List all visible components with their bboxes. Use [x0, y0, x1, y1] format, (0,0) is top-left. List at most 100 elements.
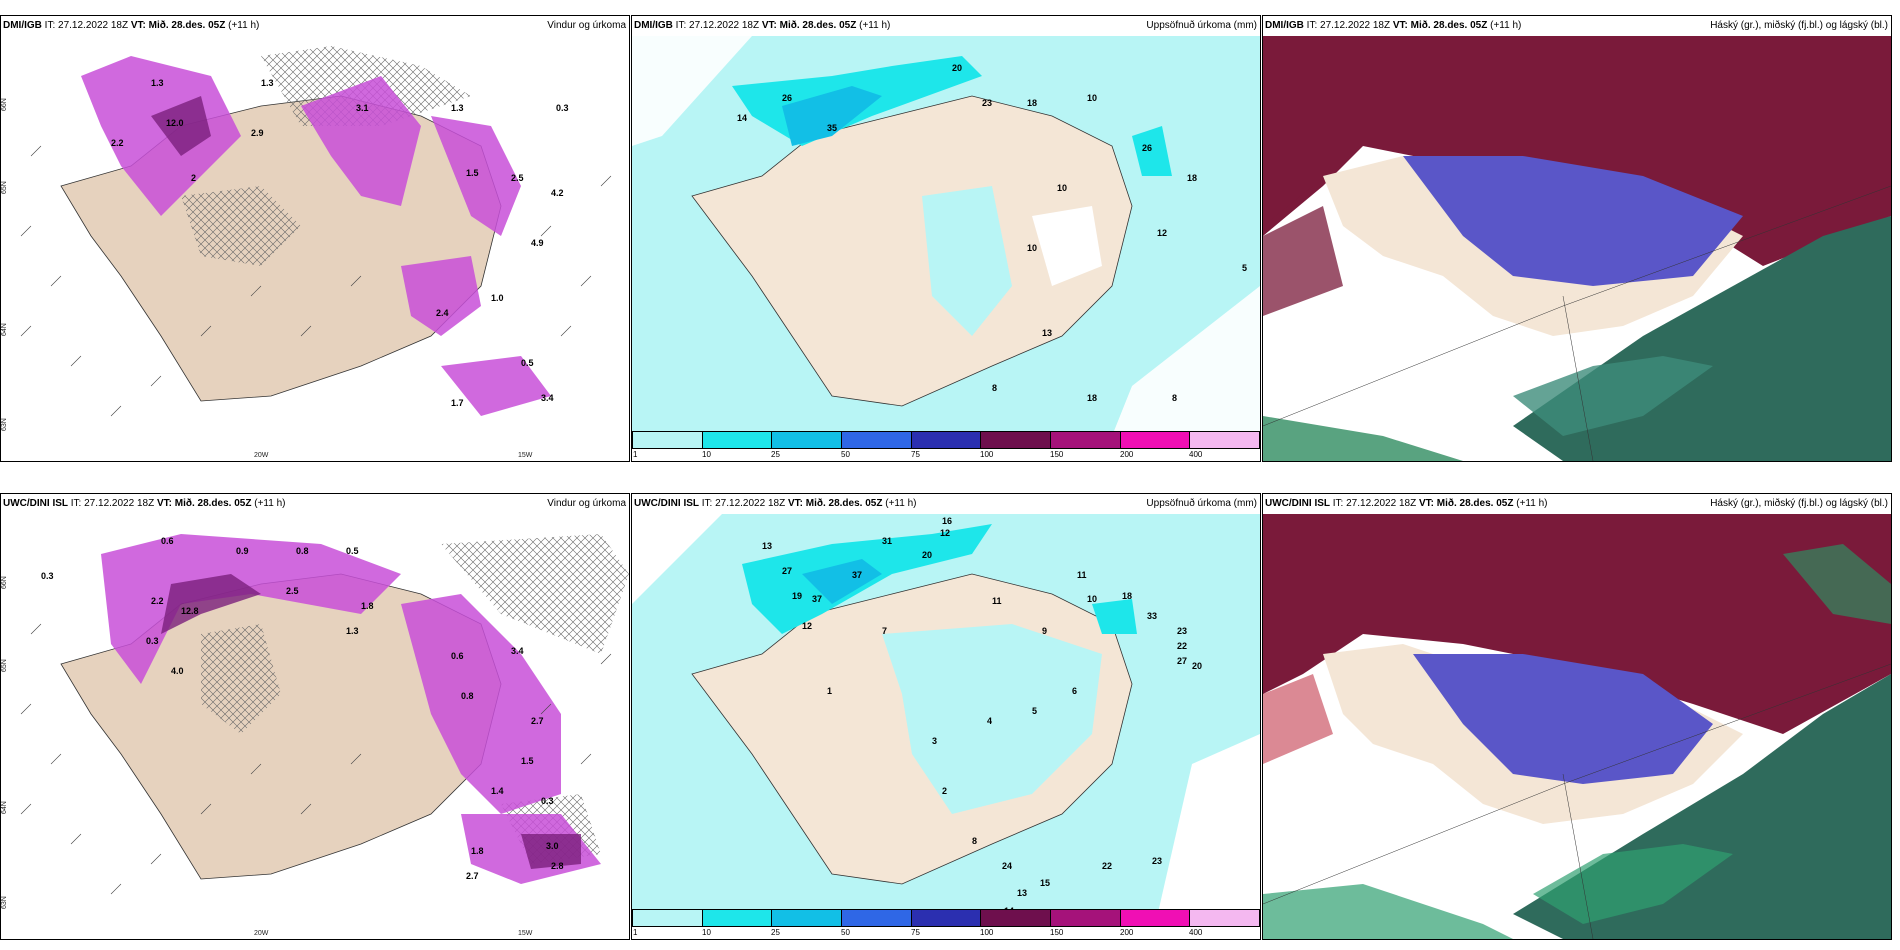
colorbar-segment	[1190, 910, 1260, 926]
precip-value: 15	[1040, 878, 1050, 888]
lead-time: (+11 h)	[228, 20, 260, 31]
colorbar-segment	[1051, 432, 1121, 448]
colorbar-label: 1	[633, 450, 638, 459]
precip-value: 4	[987, 716, 992, 726]
precip-value: 23	[1152, 856, 1162, 866]
precip-value: 13	[762, 541, 772, 551]
precip-value: 14	[737, 113, 747, 123]
precip-label: 1.3	[451, 103, 464, 113]
precip-label: 4.2	[551, 188, 564, 198]
panel-title: Vindur og úrkoma	[547, 498, 626, 509]
valid-time: Mið. 28.des. 05Z	[779, 20, 857, 31]
precip-label: 2.9	[251, 128, 264, 138]
panel-title: Vindur og úrkoma	[547, 20, 626, 31]
colorbar-label: 200	[1120, 928, 1134, 937]
precip-value: 16	[942, 516, 952, 526]
valid-prefix: VT:	[130, 20, 146, 31]
init-time: 27.12.2022 18Z	[1346, 498, 1417, 509]
precip-label: 0.5	[521, 358, 534, 368]
precip-value: 23	[1177, 626, 1187, 636]
valid-time: Mið. 28.des. 05Z	[174, 498, 252, 509]
init-prefix: IT:	[70, 498, 82, 509]
precip-value: 37	[812, 594, 822, 604]
valid-prefix: VT:	[761, 20, 777, 31]
precip-label: 2.7	[531, 716, 544, 726]
precip-value: 8	[1172, 393, 1177, 403]
precip-label: 0.6	[161, 536, 174, 546]
lat-label: 66N	[1, 576, 8, 589]
precip-value: 3	[932, 736, 937, 746]
colorbar-label: 1	[633, 928, 638, 937]
lead-time: (+11 h)	[254, 498, 286, 509]
valid-time: Mið. 28.des. 05Z	[148, 20, 226, 31]
precip-value: 20	[1192, 661, 1202, 671]
map-accumulated-precip: 16 12 31 20 13 27 19 37 37 12 11 10 18 3…	[632, 514, 1260, 939]
precip-value: 8	[972, 836, 977, 846]
precip-label: 1.3	[261, 78, 274, 88]
lat-label: 64N	[1, 323, 8, 336]
precip-label: 0.3	[541, 796, 554, 806]
panel-title: Háský (gr.), miðský (fj.bl.) og lágský (…	[1710, 20, 1888, 31]
colorbar-segment	[911, 432, 982, 448]
precip-label: 1.8	[471, 846, 484, 856]
precip-value: 9	[1042, 626, 1047, 636]
init-prefix: IT:	[701, 498, 713, 509]
model-name: UWC/DINI ISL	[634, 498, 699, 509]
precip-label: 1.4	[491, 786, 504, 796]
colorbar-segment	[981, 432, 1052, 448]
panel-dmi-wind: DMI/IGB IT: 27.12.2022 18Z VT: Mið. 28.d…	[0, 15, 630, 462]
precip-label: 12.0	[166, 118, 184, 128]
map-wind-precip: 1.3 1.3 12.0 2.9 3.1 1.3 1.5 2.5 4.2 4.9…	[1, 36, 629, 461]
precip-value: 27	[782, 566, 792, 576]
precip-label: 4.9	[531, 238, 544, 248]
precip-value: 12	[802, 621, 812, 631]
colorbar-label: 25	[771, 450, 780, 459]
precip-value: 18	[1087, 393, 1097, 403]
precip-label: 0.3	[556, 103, 569, 113]
precip-value: 22	[1102, 861, 1112, 871]
precip-label: 1.3	[346, 626, 359, 636]
panel-header: UWC/DINI ISL IT: 27.12.2022 18Z VT: Mið.…	[632, 494, 1260, 514]
precip-label: 2.5	[511, 173, 524, 183]
colorbar-segment	[842, 910, 912, 926]
precip-colorbar: 1 10 25 50 75 100 150 200 400	[632, 431, 1260, 461]
model-name: DMI/IGB	[3, 20, 42, 31]
precip-value: 10	[1087, 93, 1097, 103]
precip-value: 12	[940, 528, 950, 538]
precip-value: 24	[1002, 861, 1012, 871]
colorbar-segment	[1190, 432, 1260, 448]
precip-value: 18	[1027, 98, 1037, 108]
precip-label: 2.5	[286, 586, 299, 596]
panel-header: UWC/DINI ISL IT: 27.12.2022 18Z VT: Mið.…	[1263, 494, 1891, 514]
panel-title: Uppsöfnuð úrkoma (mm)	[1146, 498, 1257, 509]
lead-time: (+11 h)	[1490, 20, 1522, 31]
panel-uwc-wind: UWC/DINI ISL IT: 27.12.2022 18Z VT: Mið.…	[0, 493, 630, 940]
precip-value: 8	[992, 383, 997, 393]
colorbar-segment	[632, 432, 703, 448]
precip-value: 20	[952, 63, 962, 73]
valid-time: Mið. 28.des. 05Z	[1436, 498, 1514, 509]
colorbar-label: 50	[841, 928, 850, 937]
panel-title: Uppsöfnuð úrkoma (mm)	[1146, 20, 1257, 31]
colorbar-label: 100	[980, 450, 994, 459]
precip-value: 22	[1177, 641, 1187, 651]
lon-label: 15W	[518, 930, 533, 937]
precip-label: 2	[191, 173, 196, 183]
map-cloud-cover	[1263, 514, 1891, 939]
lat-label: 66N	[1, 98, 8, 111]
panel-dmi-cloud: DMI/IGB IT: 27.12.2022 18Z VT: Mið. 28.d…	[1262, 15, 1892, 462]
valid-time: Mið. 28.des. 05Z	[1410, 20, 1488, 31]
precip-value: 10	[1087, 594, 1097, 604]
precip-label: 1.0	[491, 293, 504, 303]
colorbar-label: 400	[1189, 450, 1203, 459]
colorbar-label: 200	[1120, 450, 1134, 459]
map-wind-precip: 0.6 0.9 0.8 0.5 0.3 2.2 2.5 1.8 12.8 4.0…	[1, 514, 629, 939]
init-prefix: IT:	[1332, 498, 1344, 509]
valid-prefix: VT:	[787, 498, 803, 509]
colorbar-label: 75	[911, 928, 920, 937]
panel-title: Háský (gr.), miðský (fj.bl.) og lágský (…	[1710, 498, 1888, 509]
init-prefix: IT:	[44, 20, 56, 31]
precip-value: 26	[1142, 143, 1152, 153]
colorbar-segment	[772, 432, 843, 448]
precip-label: 0.5	[346, 546, 359, 556]
